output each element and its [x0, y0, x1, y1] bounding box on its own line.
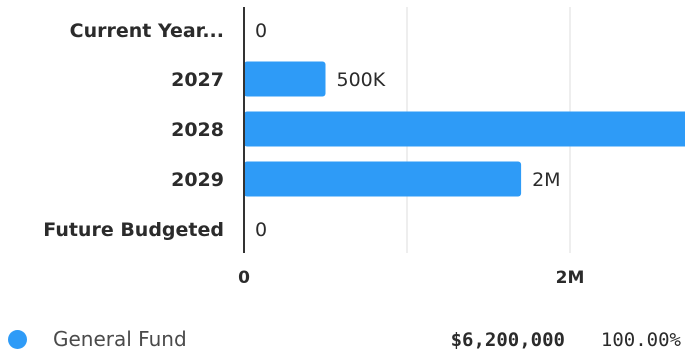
legend-amount: $6,200,000 — [450, 329, 565, 351]
legend-percent: 100.00% — [600, 329, 681, 351]
legend: General Fund $6,200,000 100.00% — [0, 318, 685, 358]
category-label-1: 2027 — [171, 69, 224, 91]
bar-2 — [244, 111, 685, 147]
bar-1 — [244, 61, 326, 97]
value-label-0: 0 — [255, 20, 267, 42]
category-label-3: 2029 — [171, 169, 224, 191]
x-tick-label-0: 0 — [238, 268, 250, 288]
value-labels: 0500K4M2M0 — [255, 20, 561, 241]
category-labels: Current Year... 2027 2028 2029 Future Budget… — [43, 20, 224, 241]
bar-3 — [244, 161, 522, 197]
category-label-2: 2028 — [171, 119, 224, 141]
value-label-3: 2M — [532, 169, 560, 191]
bars — [244, 61, 685, 197]
category-label-0: Current Year... — [70, 20, 224, 42]
legend-series-name: General Fund — [53, 327, 187, 351]
legend-marker — [8, 330, 27, 349]
category-label-4: Future Budgeted — [43, 219, 224, 241]
x-tick-label-1: 2M — [556, 268, 585, 288]
bar-chart: Current Year... 2027 2028 2029 Future Budget… — [43, 7, 685, 288]
value-label-1: 500K — [337, 69, 386, 91]
value-label-4: 0 — [255, 219, 267, 241]
x-tick-labels: 02M4M — [238, 268, 585, 288]
